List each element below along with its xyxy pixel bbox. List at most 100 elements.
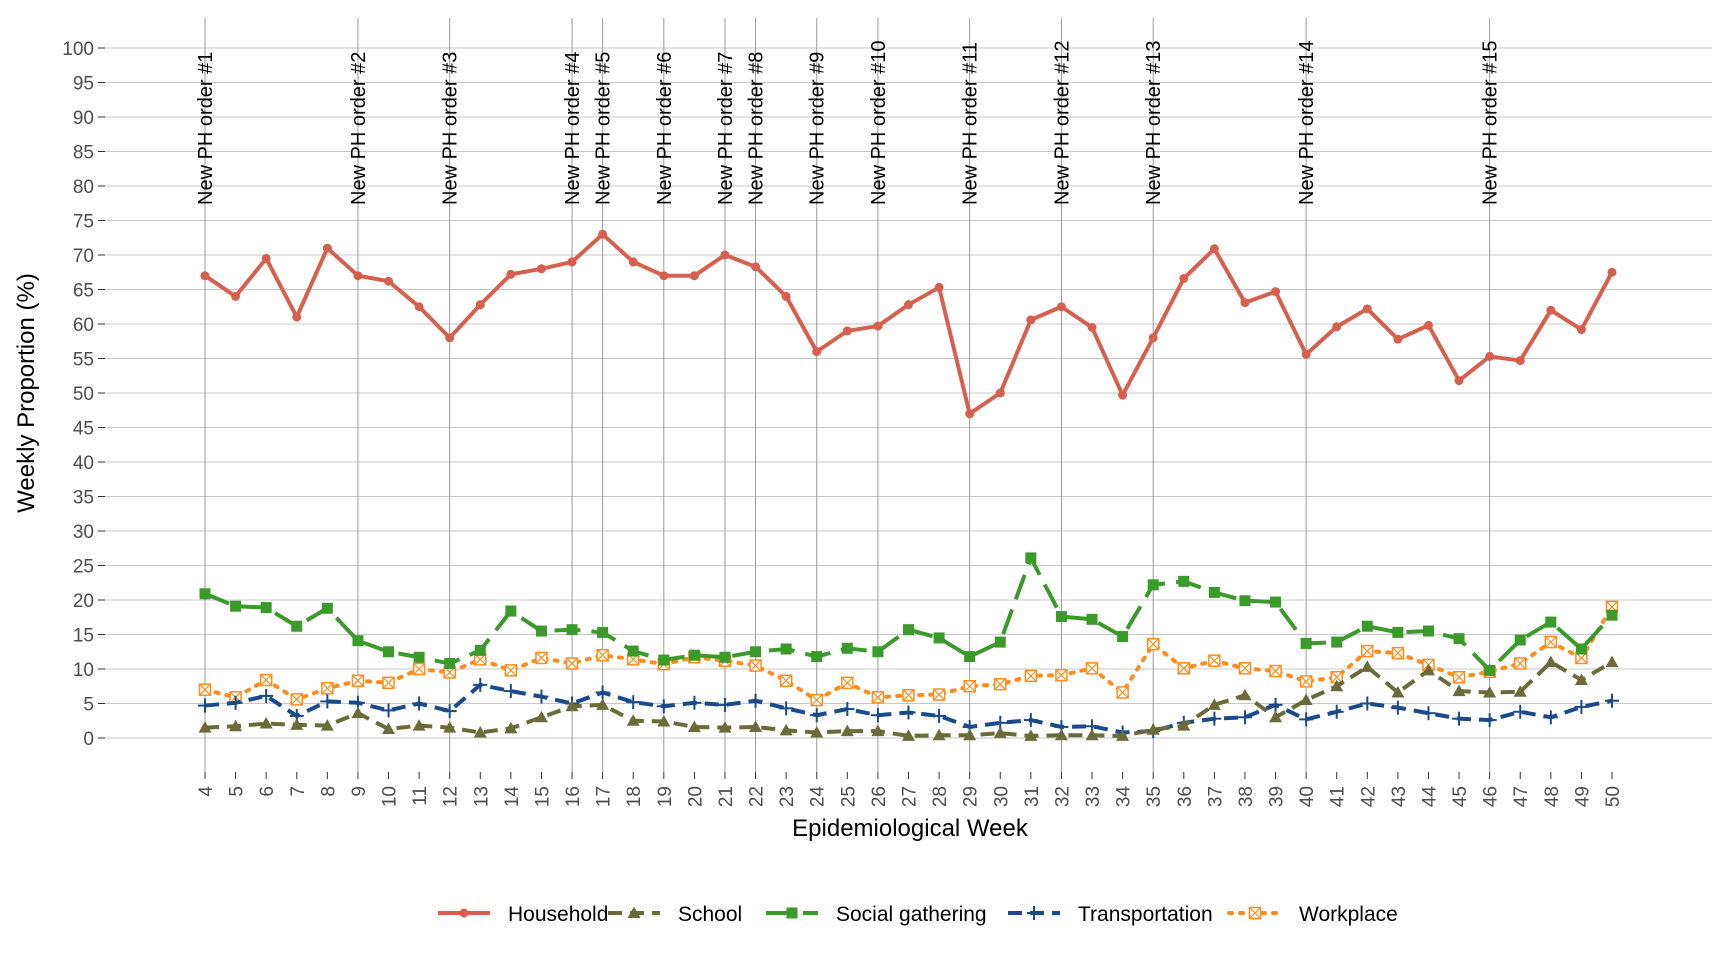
data-point-household	[1362, 304, 1372, 314]
data-point-household	[322, 243, 332, 253]
data-point-household	[261, 253, 271, 263]
data-point-workplace	[749, 659, 762, 672]
x-tick-label: 49	[1572, 786, 1593, 807]
data-point-school	[657, 714, 671, 727]
y-axis-title: Weekly Proportion (%)	[13, 273, 40, 513]
data-point-transportation	[1574, 699, 1589, 714]
data-point-social-gathering	[383, 646, 395, 658]
data-point-transportation	[1452, 711, 1467, 726]
y-tick-label: 45	[73, 419, 94, 440]
data-point-school	[963, 728, 977, 741]
data-point-household	[995, 388, 1005, 398]
legend-key-marker	[1248, 906, 1262, 920]
data-point-household	[1087, 322, 1097, 332]
x-tick-label: 27	[900, 786, 921, 807]
data-point-social-gathering	[1361, 620, 1373, 632]
data-point-workplace	[1361, 644, 1374, 658]
y-tick-label: 90	[73, 108, 94, 129]
y-tick-label: 5	[83, 695, 94, 716]
data-point-social-gathering	[260, 602, 272, 614]
data-point-workplace	[596, 648, 609, 662]
data-point-school	[1391, 685, 1405, 698]
x-tick-label: 40	[1297, 786, 1318, 807]
legend-label: Transportation	[1078, 903, 1213, 926]
data-point-workplace	[1299, 675, 1313, 688]
data-point-school	[1207, 698, 1221, 710]
x-axis-ticks: 4 5 6 7 8 9 10 11 12 13 14 15 16 17 18 19 20 21 22 23 24 25 26…	[196, 772, 1624, 807]
data-point-household	[842, 326, 852, 336]
data-point-school	[779, 723, 793, 736]
data-point-workplace	[1024, 669, 1038, 683]
x-tick-label: 14	[502, 786, 523, 808]
data-point-household	[628, 257, 638, 267]
data-point-school	[871, 724, 885, 737]
data-point-school	[1299, 693, 1313, 706]
data-point-household	[1607, 267, 1617, 277]
data-point-social-gathering	[1514, 634, 1526, 646]
data-point-school	[229, 719, 243, 732]
data-point-school	[198, 721, 212, 733]
series-social-gathering	[199, 552, 1618, 676]
annotation-label: New PH order #9	[807, 52, 829, 205]
data-point-school	[1238, 688, 1252, 701]
annotation-label: New PH order #11	[960, 42, 982, 205]
data-point-social-gathering	[413, 651, 425, 663]
data-point-school	[626, 714, 640, 726]
data-point-transportation	[870, 708, 885, 723]
data-point-household	[1423, 320, 1433, 330]
data-point-school	[596, 698, 610, 710]
data-point-household	[1056, 302, 1066, 312]
x-tick-label: 7	[288, 786, 309, 797]
data-point-household	[1118, 390, 1128, 400]
legend-label: Workplace	[1299, 903, 1398, 926]
annotation-label: New PH order #1	[195, 52, 217, 205]
data-point-workplace	[198, 683, 212, 696]
x-tick-label: 39	[1267, 786, 1288, 807]
annotation-label: New PH order #12	[1051, 40, 1073, 205]
data-point-social-gathering	[1453, 633, 1465, 645]
data-point-workplace	[290, 693, 304, 706]
annotation-label: New PH order #13	[1143, 40, 1165, 205]
data-point-social-gathering	[1086, 613, 1098, 625]
data-point-school	[1024, 729, 1038, 741]
series-line-school	[204, 660, 1614, 738]
data-point-workplace	[779, 674, 793, 687]
data-point-school	[1177, 719, 1191, 731]
annotation-labels: New PH order #1 New PH order #2 New PH ord…	[195, 40, 1502, 205]
annotation-label: New PH order #14	[1296, 40, 1318, 205]
y-tick-label: 25	[73, 557, 94, 578]
data-point-social-gathering	[1392, 626, 1404, 638]
data-point-school	[1574, 673, 1588, 686]
data-point-social-gathering	[903, 624, 914, 636]
x-tick-label: 10	[380, 786, 401, 807]
data-point-workplace	[1055, 668, 1068, 682]
data-point-household	[1393, 334, 1403, 344]
data-point-household	[1515, 356, 1525, 366]
data-point-social-gathering	[1331, 636, 1343, 648]
data-point-school	[320, 719, 334, 731]
data-point-household	[1332, 322, 1342, 332]
data-point-transportation	[1543, 710, 1558, 725]
data-point-social-gathering	[658, 654, 670, 666]
data-point-workplace	[932, 688, 946, 701]
legend-item-household: Household	[438, 903, 608, 926]
x-tick-label: 48	[1542, 786, 1563, 807]
data-point-school	[290, 718, 304, 730]
legend: Household School Social gathering Transport…	[438, 903, 1398, 926]
data-point-workplace	[504, 664, 518, 677]
data-point-transportation	[932, 708, 947, 723]
data-point-social-gathering	[811, 651, 823, 663]
data-point-workplace	[1146, 637, 1160, 651]
data-point-transportation	[717, 697, 732, 712]
y-tick-label: 85	[73, 143, 94, 164]
data-point-school	[1360, 660, 1374, 672]
x-tick-label: 47	[1511, 786, 1532, 807]
data-point-workplace	[565, 657, 579, 670]
y-tick-label: 60	[73, 315, 94, 336]
data-point-social-gathering	[688, 649, 700, 661]
data-point-school	[1146, 723, 1160, 735]
data-point-school	[1605, 655, 1619, 668]
data-point-household	[1546, 305, 1556, 315]
data-point-social-gathering	[994, 636, 1006, 648]
legend-item-social-gathering: Social gathering	[766, 903, 987, 926]
